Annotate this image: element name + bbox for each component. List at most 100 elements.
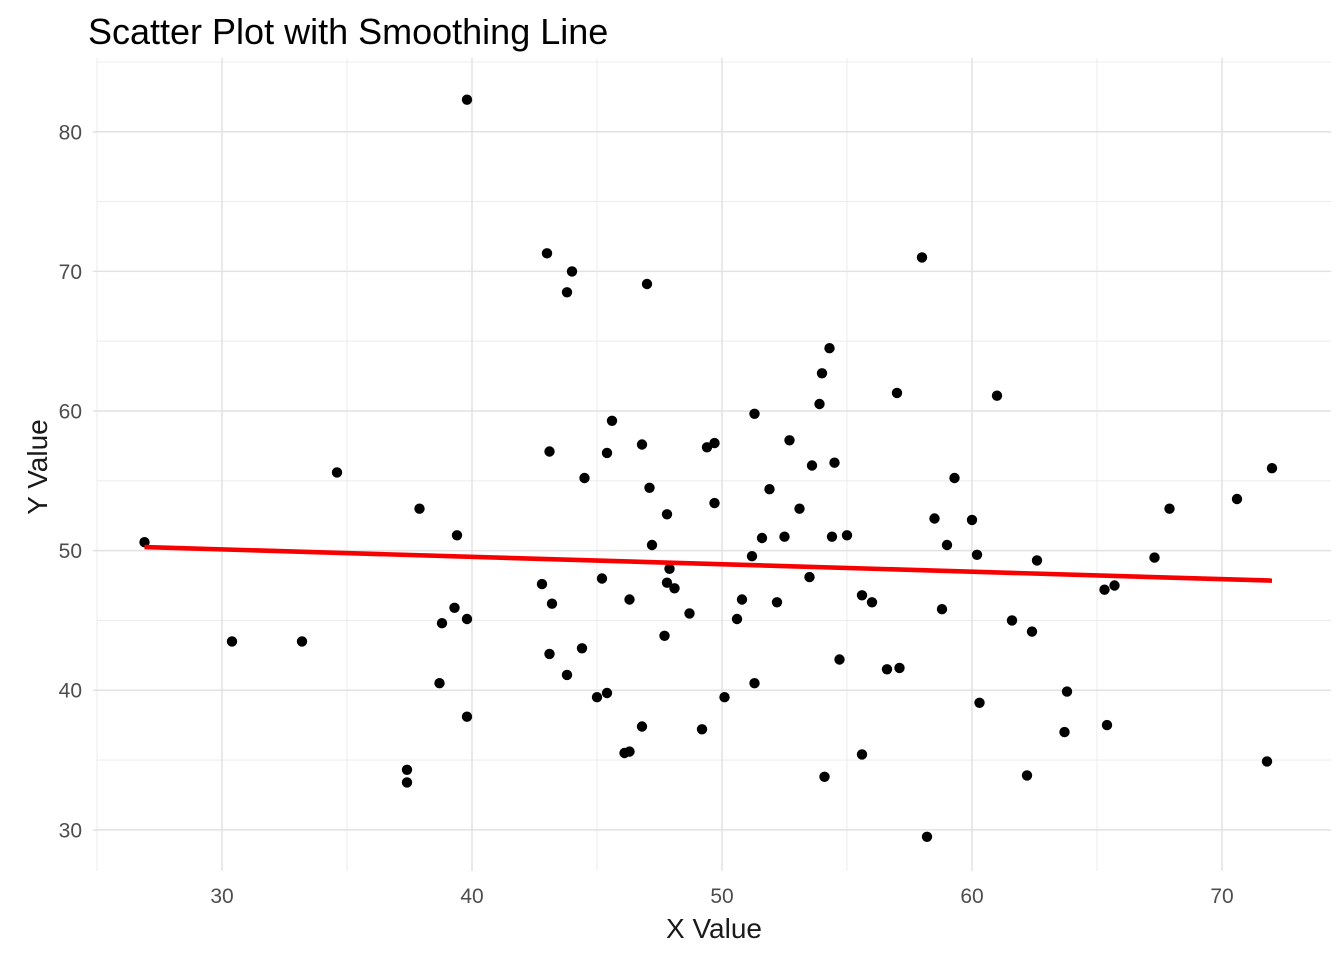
data-point [576,643,588,654]
data-point [891,387,903,399]
data-point [1266,463,1278,474]
data-point [641,278,653,290]
data-point [974,697,985,708]
y-tick-label: 40 [59,680,82,703]
data-point [579,472,590,484]
data-point [1021,770,1033,781]
data-point [606,415,618,426]
data-point [894,662,905,674]
data-point [669,583,680,594]
data-point [816,368,828,379]
data-point [1261,756,1273,767]
data-point [941,539,953,551]
data-point [461,711,473,722]
data-point [841,530,853,541]
data-point [296,636,308,647]
data-point [226,636,238,647]
data-point [1059,726,1070,738]
data-point [561,669,573,681]
data-point [719,692,730,703]
data-point [756,532,768,544]
data-point [971,549,983,560]
data-point [1006,615,1018,626]
data-point [684,608,695,619]
x-axis-title: X Value [666,913,762,944]
data-point [1026,626,1038,637]
data-point [544,446,555,457]
x-tick-label: 30 [210,885,233,908]
data-point [591,692,603,703]
data-point [1149,552,1160,563]
y-tick-label: 30 [59,819,82,842]
data-point [731,613,743,625]
data-point [881,664,893,675]
x-tick-label: 60 [960,885,983,908]
data-point [601,447,613,459]
data-point [749,678,760,689]
data-point [601,687,613,699]
data-point [1099,584,1110,595]
data-point [661,577,673,588]
data-point [544,648,555,660]
data-point [936,604,948,615]
data-point [401,764,413,775]
data-point [624,594,635,605]
data-point [819,771,830,782]
data-point [461,94,473,105]
data-point [991,390,1003,401]
data-point [834,654,845,665]
data-point [966,514,978,526]
data-point [824,343,835,354]
data-point [779,531,790,542]
smoothing-line [144,544,1273,583]
data-point [764,484,775,495]
data-point [806,460,818,471]
x-tick-label: 70 [1210,885,1233,908]
data-point [461,613,473,625]
x-tick-label: 40 [460,885,483,908]
data-point [546,598,558,609]
data-point [814,398,825,410]
data-point [804,571,815,583]
data-point [1061,686,1073,697]
data-point [636,439,648,450]
data-point [451,530,463,541]
data-point [434,678,445,689]
data-point [536,578,548,590]
data-point [449,602,460,613]
data-point [921,831,933,842]
data-point [929,513,940,524]
y-tick-label: 70 [59,261,82,284]
data-point [856,749,868,760]
data-point [644,482,655,493]
data-point [1109,580,1120,591]
data-point [771,597,783,608]
data-point [829,457,840,468]
data-point [566,266,578,277]
data-point [696,724,708,735]
data-point [139,537,150,548]
data-point [414,503,425,514]
data-point [659,630,670,641]
data-point [636,721,648,732]
y-axis-title: Y Value [22,419,53,515]
data-point [746,551,758,562]
y-tick-label: 50 [59,540,82,563]
data-point [1031,555,1043,566]
y-tick-label: 60 [59,401,82,424]
data-point [709,497,720,509]
data-point [916,252,928,263]
data-point [561,287,573,298]
data-point [1231,493,1243,505]
data-point [624,746,635,757]
data-point [401,777,413,788]
data-point [709,437,720,449]
data-point [541,248,553,259]
data-point [784,435,795,446]
data-point [856,590,868,601]
data-point [1101,719,1113,731]
data-point [866,597,878,608]
data-point [1164,503,1175,514]
